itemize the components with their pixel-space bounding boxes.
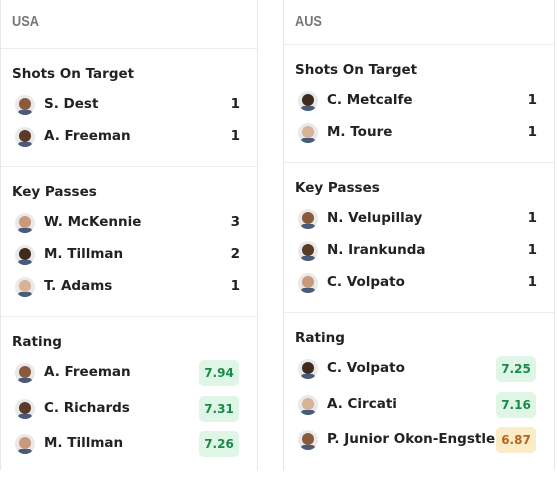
team-panel	[0, 0, 258, 470]
player-name: C. Volpato	[327, 274, 405, 290]
avatar-face	[18, 130, 32, 147]
player-name: C. Metcalfe	[327, 92, 413, 108]
avatar-face	[301, 362, 315, 379]
player-avatar	[298, 430, 318, 450]
divider	[1, 316, 257, 317]
stat-value: 1	[527, 274, 537, 290]
player-avatar	[298, 273, 318, 293]
player-avatar	[15, 127, 35, 147]
avatar-face	[301, 212, 315, 229]
divider	[284, 162, 554, 163]
player-name: S. Dest	[44, 96, 99, 112]
player-name: C. Richards	[44, 399, 130, 416]
stat-value: 1	[527, 124, 537, 140]
avatar-face	[18, 216, 32, 233]
avatar-face	[301, 397, 315, 415]
player-avatar	[298, 359, 318, 379]
player-avatar	[15, 363, 35, 383]
section-title: Key Passes	[12, 184, 97, 200]
stat-value: 1	[527, 242, 537, 258]
rating-badge: 7.94	[199, 360, 239, 386]
avatar-face	[301, 433, 315, 450]
player-avatar	[15, 245, 35, 265]
rating-badge: 7.16	[496, 391, 536, 418]
player-avatar	[15, 213, 35, 233]
stat-value: 3	[230, 214, 240, 230]
avatar-face	[301, 126, 315, 143]
avatar-face	[18, 366, 32, 383]
player-name: A. Freeman	[44, 364, 131, 380]
player-name: N. Irankunda	[327, 242, 426, 258]
player-name: A. Circati	[327, 395, 397, 412]
avatar-face	[18, 280, 32, 297]
section-title: Rating	[12, 334, 62, 350]
stat-value: 1	[230, 278, 240, 294]
player-avatar	[298, 91, 318, 111]
player-name: M. Tillman	[44, 435, 124, 451]
player-avatar	[298, 123, 318, 143]
stat-value: 1	[230, 96, 240, 112]
divider	[1, 48, 257, 49]
player-avatar	[15, 434, 35, 454]
avatar-face	[18, 437, 32, 454]
team-name: USA	[12, 13, 39, 30]
section-title: Key Passes	[295, 180, 380, 196]
player-name: T. Adams	[44, 278, 113, 294]
stat-value: 1	[527, 210, 537, 226]
player-avatar	[15, 277, 35, 297]
player-avatar	[298, 241, 318, 261]
avatar-face	[301, 244, 315, 261]
player-avatar	[298, 209, 318, 229]
team-name: AUS	[295, 13, 322, 30]
section-title: Shots On Target	[12, 66, 135, 82]
player-name: M. Tillman	[44, 246, 124, 262]
avatar-face	[18, 401, 32, 419]
player-name: A. Freeman	[44, 128, 131, 144]
divider	[284, 312, 554, 313]
player-name: W. McKennie	[44, 214, 142, 230]
avatar-face	[301, 276, 315, 293]
player-name: M. Toure	[327, 124, 393, 140]
rating-badge: 7.26	[199, 431, 239, 457]
avatar-face	[301, 94, 315, 111]
player-avatar	[15, 398, 35, 419]
stat-value: 1	[527, 92, 537, 108]
player-avatar	[298, 394, 318, 415]
player-avatar	[15, 95, 35, 115]
rating-badge: 6.87	[496, 427, 536, 453]
player-name: C. Volpato	[327, 360, 405, 376]
avatar-face	[18, 98, 32, 115]
player-name: N. Velupillay	[327, 210, 423, 226]
section-title: Rating	[295, 330, 345, 346]
stat-value: 1	[230, 128, 240, 144]
rating-badge: 7.25	[496, 356, 536, 382]
player-name: P. Junior Okon-Engstler	[327, 431, 502, 447]
divider	[1, 166, 257, 167]
rating-badge: 7.31	[199, 395, 239, 422]
section-title: Shots On Target	[295, 62, 418, 78]
divider	[284, 44, 554, 45]
stat-value: 2	[230, 246, 240, 262]
avatar-face	[18, 248, 32, 265]
